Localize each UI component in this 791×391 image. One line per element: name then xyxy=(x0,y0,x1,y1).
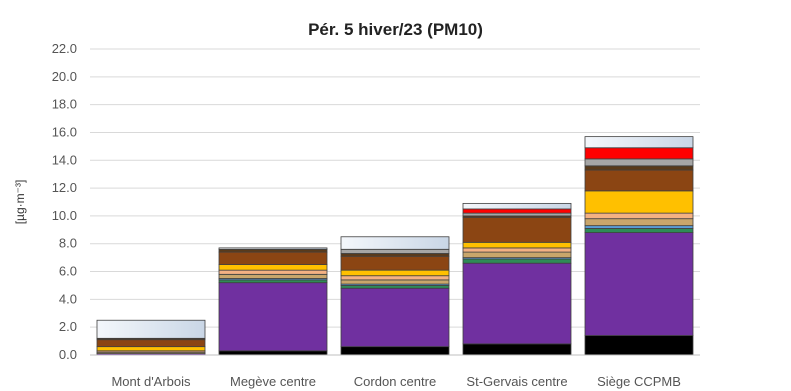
y-tick-label: 22.0 xyxy=(52,41,77,56)
bar-segment xyxy=(96,319,206,339)
bar-segment xyxy=(218,273,328,279)
bar-segment xyxy=(584,190,694,214)
y-tick-label: 14.0 xyxy=(52,152,77,167)
bar-segment xyxy=(218,350,328,356)
bar-segment xyxy=(218,282,328,352)
bar-segment xyxy=(584,232,694,336)
bar-segment xyxy=(340,269,450,277)
bar-segment xyxy=(340,236,450,250)
bar-segment xyxy=(462,241,572,249)
x-tick-label: St-Gervais centre xyxy=(466,374,567,389)
bar-segment xyxy=(218,269,328,275)
bar-segment xyxy=(462,258,572,264)
chart-title: Pér. 5 hiver/23 (PM10) xyxy=(308,20,483,39)
bar-segment xyxy=(218,279,328,284)
bar-segment xyxy=(584,136,694,149)
bar-segment xyxy=(218,251,328,265)
y-tick-label: 20.0 xyxy=(52,69,77,84)
y-tick-label: 12.0 xyxy=(52,180,77,195)
bar-segment xyxy=(340,253,450,257)
bar-segment xyxy=(462,202,572,210)
bar-segment xyxy=(584,147,694,160)
bar-segment xyxy=(462,262,572,345)
bar-segment xyxy=(218,248,328,253)
bar-segment xyxy=(340,287,450,348)
bar-segment xyxy=(218,247,328,250)
bar-segment xyxy=(340,285,450,289)
bar-segment xyxy=(96,346,206,352)
y-tick-label: 0.0 xyxy=(59,347,77,362)
bar-segment xyxy=(340,248,450,254)
bar-segment xyxy=(462,212,572,217)
bar-segment xyxy=(340,255,450,271)
bar-segment xyxy=(462,216,572,243)
bar-segment xyxy=(462,247,572,253)
x-tick-label: Cordon centre xyxy=(354,374,436,389)
bar-segment xyxy=(584,169,694,192)
bar-segment xyxy=(340,275,450,281)
bar-segment xyxy=(462,251,572,259)
bar-segment xyxy=(462,343,572,356)
bar-segment xyxy=(218,264,328,271)
y-tick-label: 18.0 xyxy=(52,97,77,112)
bar-segment xyxy=(462,208,572,214)
bar-segment xyxy=(340,346,450,356)
y-axis-label: [µg·m⁻³] xyxy=(13,180,27,225)
y-tick-label: 4.0 xyxy=(59,291,77,306)
bar-segment xyxy=(584,212,694,220)
bar-segment xyxy=(584,228,694,234)
bar-segment xyxy=(96,339,206,348)
y-tick-label: 6.0 xyxy=(59,264,77,279)
bar-segment xyxy=(340,279,450,285)
y-tick-label: 10.0 xyxy=(52,208,77,223)
x-tick-label: Siège CCPMB xyxy=(597,374,681,389)
bar-segment xyxy=(584,335,694,356)
y-tick-label: 8.0 xyxy=(59,236,77,251)
x-tick-label: Megève centre xyxy=(230,374,316,389)
bar-segment xyxy=(584,218,694,227)
bar-segment xyxy=(584,225,694,229)
bar-segment xyxy=(584,165,694,171)
bar-segment xyxy=(584,158,694,167)
y-tick-label: 2.0 xyxy=(59,319,77,334)
x-tick-label: Mont d'Arbois xyxy=(111,374,191,389)
y-tick-label: 16.0 xyxy=(52,124,77,139)
